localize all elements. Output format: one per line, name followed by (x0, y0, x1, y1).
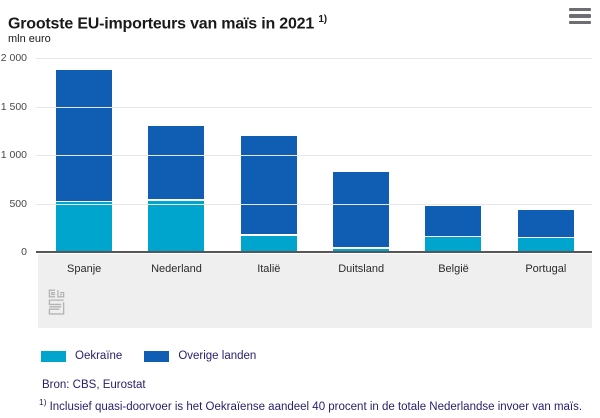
bar-column (315, 58, 407, 252)
bar-segment-overige-landen[interactable] (333, 171, 390, 248)
title-footnote-marker: 1) (318, 13, 327, 25)
bar-segment-oekraine[interactable] (56, 202, 113, 252)
segment-divider (333, 247, 390, 249)
stacked-bar (240, 136, 297, 252)
footnote-marker: 1) (39, 397, 47, 407)
y-axis-unit-label: mln euro (8, 33, 51, 45)
x-axis-label: België (438, 263, 469, 275)
bar-column (130, 58, 222, 252)
y-tick-label: 1 000 (0, 149, 27, 161)
stacked-bar (425, 205, 482, 252)
bar-segment-overige-landen[interactable] (425, 205, 482, 236)
segment-divider (240, 234, 297, 236)
bar-segment-overige-landen[interactable] (240, 136, 297, 235)
bar-column (500, 58, 592, 252)
title-text: Grootste EU-importeurs van maïs in 2021 (8, 15, 315, 33)
bar-segment-oekraine[interactable] (333, 248, 390, 252)
bar-segment-overige-landen[interactable] (148, 125, 205, 200)
hamburger-icon (569, 14, 591, 18)
cbs-logo-watermark (48, 289, 65, 315)
gridline (36, 155, 592, 156)
gridline (36, 106, 592, 108)
x-axis-line (36, 251, 592, 253)
legend-label: Overige landen (178, 350, 257, 362)
bar-segment-oekraine[interactable] (240, 235, 297, 252)
y-tick-label: 0 (21, 246, 27, 258)
bar-segment-oekraine[interactable] (148, 200, 205, 252)
stacked-bar (333, 171, 390, 252)
x-axis-label: Duitsland (338, 263, 385, 275)
y-tick-label: 500 (9, 197, 27, 210)
legend-item[interactable]: Oekraïne (41, 350, 122, 362)
x-axis-labels: Spanje Nederland Italië Duitsland België Port… (38, 254, 592, 275)
x-axis-label: Portugal (525, 263, 567, 275)
segment-divider (148, 199, 205, 201)
legend-label: Oekraïne (75, 350, 123, 362)
legend-item[interactable]: Overige landen (144, 350, 256, 362)
x-axis-label: Spanje (67, 263, 102, 275)
legend-swatch-icon (41, 350, 66, 362)
bar-segment-oekraine[interactable] (425, 237, 482, 252)
y-tick-label: 1 500 (0, 100, 27, 113)
segment-divider (517, 236, 574, 239)
source-text: Bron: CBS, Eurostat (42, 379, 146, 391)
legend-swatch-icon (144, 350, 170, 362)
bar-column (38, 58, 130, 252)
gridline (36, 58, 592, 59)
x-axis-label: Italië (257, 263, 281, 275)
stacked-bar (56, 70, 113, 252)
bar-segment-overige-landen[interactable] (517, 209, 574, 237)
segment-divider (425, 235, 482, 238)
hamburger-icon (569, 20, 591, 24)
x-axis-label: Nederland (151, 263, 202, 275)
bar-column (407, 58, 499, 252)
bars-row (38, 58, 592, 252)
y-tick-label: 2 000 (0, 52, 27, 64)
page-title: Grootste EU-importeurs van maïs in 2021 … (8, 14, 327, 33)
bar-segment-overige-landen[interactable] (56, 70, 113, 201)
segment-divider (56, 200, 113, 203)
plot-area (36, 58, 592, 252)
gridline (36, 203, 592, 205)
x-axis-band: Spanje Nederland Italië Duitsland België Port… (38, 254, 592, 328)
menu-button[interactable] (569, 8, 591, 24)
stacked-bar (517, 209, 574, 252)
footnote: 1) Inclusief quasi-doorvoer is het Oekraï… (39, 397, 595, 413)
stacked-bar (148, 125, 205, 252)
bar-segment-oekraine[interactable] (517, 238, 574, 252)
hamburger-icon (569, 8, 591, 12)
bar-column (223, 58, 315, 252)
footnote-text: Inclusief quasi-doorvoer is het Oekraïen… (49, 400, 583, 413)
legend: Oekraïne Overige landen (41, 350, 256, 362)
